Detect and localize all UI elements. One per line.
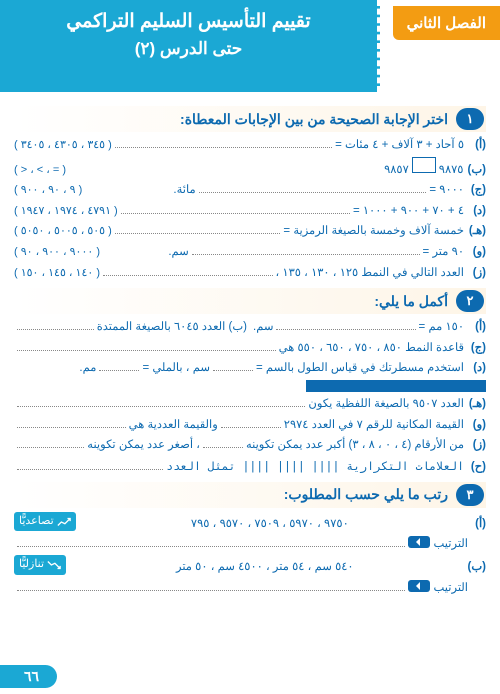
q1-g: (ز) العدد التالي في النمط ١٢٥ ، ١٣٠ ، ١٣…	[14, 264, 486, 283]
q3-a: (أ) ٩٧٥٠ ، ٥٩٧٠ ، ٧٥٠٩ ، ٩٥٧٠ ، ٧٩٥ تصاع…	[14, 512, 486, 533]
section1-head: ١ اختر الإجابة الصحيحة من بين الإجابات ا…	[14, 106, 486, 132]
q2-f: (و) القيمة المكانية للرقم ٧ في العدد ٢٩٧…	[14, 416, 486, 434]
compare-box	[412, 157, 436, 173]
q3-a-order: الترتيب	[14, 535, 486, 553]
q2-c: (ج) قاعدة النمط ٨٥٠ ، ٧٥٠ ، ٦٥٠ ، ٥٥٠ هي	[14, 339, 486, 357]
header: الفصل الثاني تقييم التأسيس السليم التراك…	[0, 0, 500, 92]
section2-title: أكمل ما يلي:	[374, 293, 448, 310]
q1-c: (ج) ٩٠٠٠ = مائة. ( ٩ ، ٩٠ ، ٩٠٠ )	[14, 181, 486, 200]
title-line2: حتى الدرس (٢)	[0, 39, 377, 59]
section2-num: ٢	[456, 290, 484, 312]
ascending-tag: تصاعديًّا	[14, 512, 76, 532]
q1-a: (أ) ٥ آحاد + ٣ آلاف + ٤ مئات = ( ٣٤٥ ، ٤…	[14, 136, 486, 155]
arrow-icon	[408, 536, 430, 548]
q2-g: (ز) من الأرقام (٤ ، ٠ ، ٨ ، ٣) أكبر عدد …	[14, 436, 486, 454]
q2-h: (ح) العلامات التكرارية ‎||||‎ ‎||||‎ ‎||…	[14, 457, 486, 476]
q2-e: (هـ) العدد ٩٥٠٧ بالصيغة اللفظية يكون	[14, 395, 486, 413]
q2-d: (د) استخدم مسطرتك في قياس الطول بالسم = …	[14, 359, 486, 377]
q2-a: (أ) ١٥٠ مم = سم. (ب) العدد ٦٠٤٥ بالصيغة …	[14, 318, 486, 336]
chapter-tab: الفصل الثاني	[393, 6, 500, 40]
footer: ٦٦	[0, 665, 57, 688]
content: ١ اختر الإجابة الصحيحة من بين الإجابات ا…	[0, 92, 500, 597]
section1-num: ١	[456, 108, 484, 130]
q3-b-order: الترتيب	[14, 579, 486, 597]
arrow-icon	[408, 580, 430, 592]
q1-f: (و) ٩٠ متر = سم. ( ٩٠٠٠ ، ٩٠٠ ، ٩٠ )	[14, 243, 486, 262]
q1-e: (هـ) خمسة آلاف وخمسة بالصيغة الرمزية = (…	[14, 222, 486, 241]
section3-num: ٣	[456, 484, 484, 506]
descending-tag: تنازليًّا	[14, 555, 66, 575]
section1-title: اختر الإجابة الصحيحة من بين الإجابات الم…	[180, 111, 448, 128]
ruler-bar	[306, 380, 486, 392]
title-line1: تقييم التأسيس السليم التراكمي	[0, 10, 377, 33]
page-number: ٦٦	[0, 665, 57, 688]
title-band: تقييم التأسيس السليم التراكمي حتى الدرس …	[0, 0, 380, 92]
q1-b: (ب) ٩٨٧٥ ٩٨٥٧ ( > ، < ، = )	[14, 157, 486, 180]
q3-b: (ب) ٥٤٠ سم ، ٥٤ متر ، ٤٥٠٠ سم ، ٥٠ متر ت…	[14, 555, 486, 576]
q1-d: (د) ٤ + ٧٠ + ٩٠٠ + ١٠٠٠ = ( ٤٧٩١ ، ١٩٧٤ …	[14, 202, 486, 221]
section3-title: رتب ما يلي حسب المطلوب:	[284, 486, 448, 503]
section3-head: ٣ رتب ما يلي حسب المطلوب:	[14, 482, 486, 508]
section2-head: ٢ أكمل ما يلي:	[14, 288, 486, 314]
